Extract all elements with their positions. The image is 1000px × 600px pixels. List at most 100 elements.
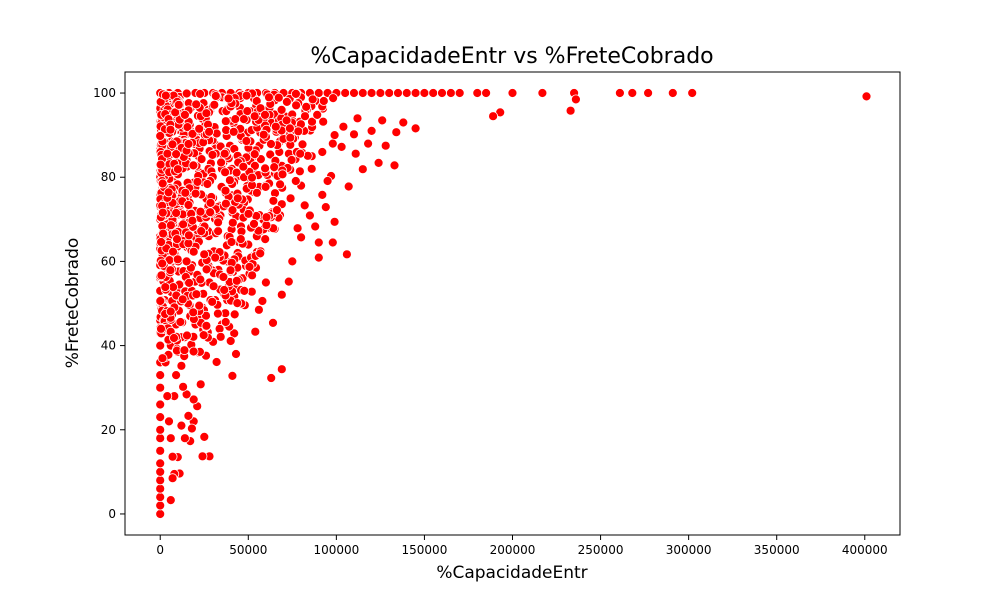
data-point	[366, 88, 377, 98]
data-point	[410, 123, 421, 134]
data-point	[318, 96, 329, 106]
data-point	[243, 208, 254, 219]
data-point	[183, 139, 194, 149]
data-point	[187, 215, 198, 226]
data-point	[349, 88, 359, 98]
data-point	[238, 161, 249, 172]
data-point	[232, 193, 243, 204]
data-point	[195, 379, 206, 390]
data-point	[157, 258, 168, 269]
data-point	[195, 206, 206, 217]
data-point	[162, 391, 173, 402]
data-point	[329, 216, 340, 227]
data-point	[349, 129, 359, 140]
data-point	[188, 307, 199, 318]
data-point	[363, 138, 374, 149]
data-point	[380, 140, 391, 151]
data-point	[306, 163, 317, 174]
data-point	[247, 172, 257, 183]
data-point	[375, 88, 386, 98]
data-point	[156, 323, 166, 334]
data-point	[211, 357, 222, 367]
data-point	[276, 105, 287, 115]
data-point	[168, 246, 178, 257]
x-tick-label: 350000	[754, 543, 800, 557]
x-axis: 0 50000 100000 150000 200000 250000 300000 3500…	[156, 535, 888, 557]
data-point	[419, 88, 430, 98]
data-point	[199, 431, 210, 442]
data-point	[201, 320, 212, 331]
data-point	[191, 99, 202, 110]
data-point	[155, 458, 166, 469]
data-point	[230, 114, 241, 124]
data-point	[163, 187, 174, 198]
data-point	[197, 451, 208, 462]
data-point	[327, 237, 338, 248]
data-point	[296, 232, 307, 243]
points-layer	[155, 88, 872, 519]
data-point	[164, 416, 174, 427]
data-point	[165, 220, 176, 231]
data-point	[215, 331, 226, 342]
data-point	[220, 198, 231, 209]
data-point	[307, 116, 317, 127]
data-point	[287, 256, 298, 267]
data-point	[257, 296, 268, 306]
data-point	[181, 88, 192, 99]
x-tick-label: 400000	[842, 543, 888, 557]
data-point	[204, 126, 215, 137]
data-point	[184, 277, 195, 288]
data-point	[155, 492, 166, 503]
x-tick-label: 150000	[402, 543, 448, 557]
data-point	[210, 252, 221, 263]
data-point	[187, 128, 198, 139]
data-point	[172, 234, 182, 245]
data-point	[165, 495, 176, 506]
data-point	[861, 91, 872, 102]
data-point	[310, 221, 321, 232]
data-point	[188, 246, 199, 257]
data-point	[264, 92, 274, 103]
data-point	[155, 382, 166, 393]
data-point	[338, 121, 349, 132]
x-tick-label: 100000	[313, 543, 359, 557]
data-point	[231, 275, 242, 286]
data-point	[205, 207, 216, 218]
data-point	[336, 141, 347, 152]
data-point	[157, 207, 168, 218]
data-point	[202, 179, 213, 189]
data-point	[454, 88, 465, 98]
data-point	[251, 187, 262, 198]
data-point	[169, 333, 179, 343]
data-point	[275, 179, 286, 190]
data-point	[300, 111, 310, 122]
data-point	[285, 132, 296, 143]
data-point	[207, 149, 218, 160]
data-point	[260, 110, 270, 120]
data-point	[196, 154, 207, 165]
data-point	[156, 270, 167, 281]
data-point	[249, 218, 259, 229]
data-point	[260, 163, 271, 174]
data-point	[250, 326, 261, 337]
data-point	[171, 370, 182, 381]
data-point	[313, 237, 324, 248]
data-point	[643, 88, 653, 98]
data-point	[291, 100, 302, 111]
data-point	[627, 88, 638, 98]
data-point	[304, 210, 315, 221]
data-point	[165, 265, 176, 276]
data-point	[320, 202, 331, 213]
data-point	[260, 277, 271, 288]
data-point	[175, 317, 186, 327]
data-point	[255, 248, 266, 259]
data-point	[167, 139, 178, 150]
data-point	[188, 160, 199, 171]
x-tick-label: 300000	[666, 543, 712, 557]
data-point	[157, 178, 168, 189]
y-tick-label: 40	[101, 339, 116, 353]
data-point	[195, 274, 206, 285]
data-point	[155, 445, 166, 456]
data-point	[281, 97, 292, 107]
